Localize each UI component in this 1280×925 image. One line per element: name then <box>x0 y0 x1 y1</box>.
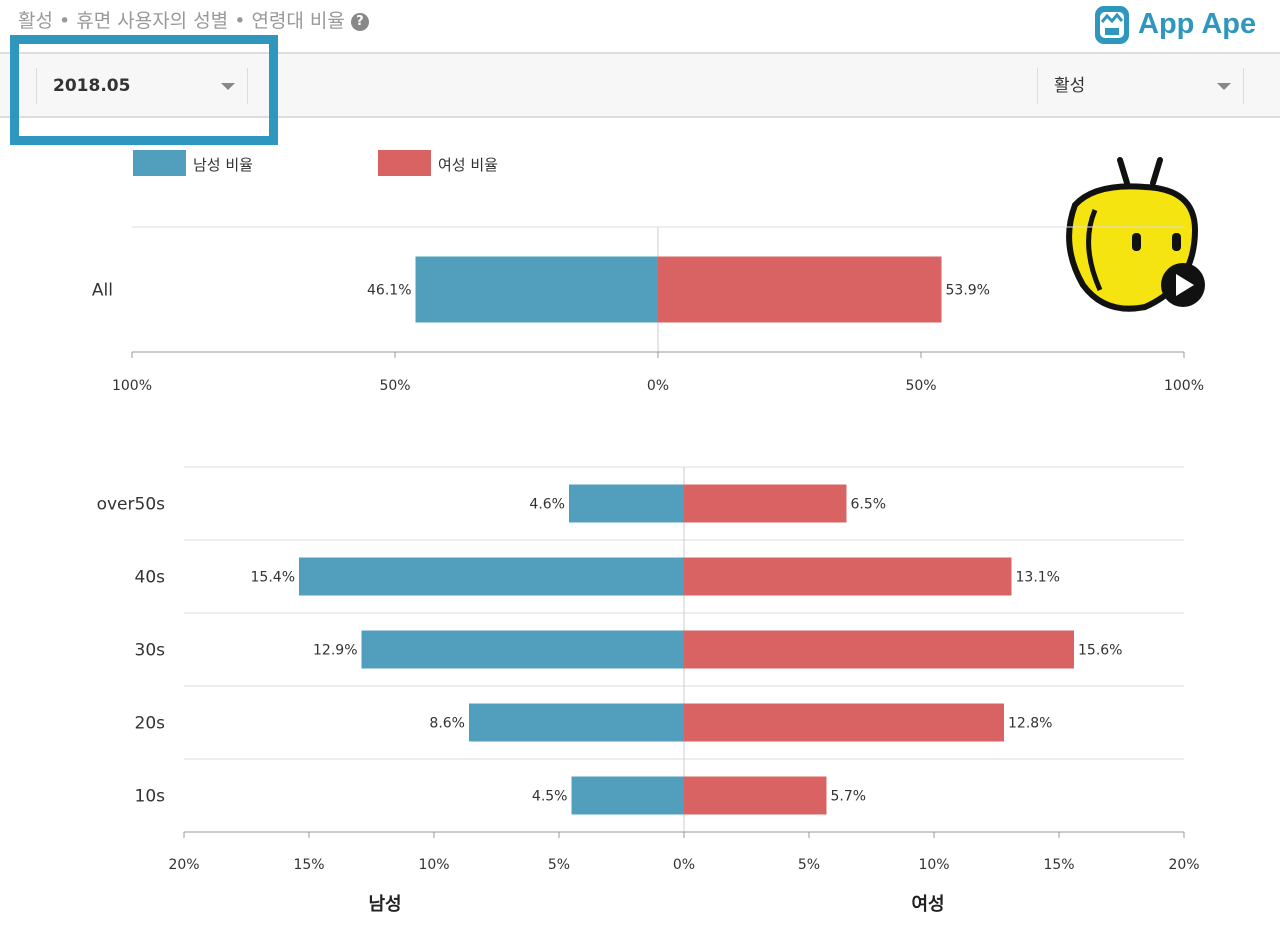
x-tick-label: 0% <box>673 857 695 873</box>
x-axis-label-male: 남성 <box>368 894 401 915</box>
x-tick-label: 15% <box>293 857 324 873</box>
caret-down-icon <box>221 83 235 90</box>
x-tick-label: 5% <box>548 857 570 873</box>
male-bar <box>569 484 684 523</box>
x-tick-label: 15% <box>1043 857 1074 873</box>
male-data-label: 4.5% <box>532 789 568 805</box>
app-ape-logo: App Ape <box>1092 2 1256 46</box>
female-data-label: 13.1% <box>1016 570 1060 586</box>
page-title: 활성 • 휴면 사용자의 성별 • 연령대 비율? <box>18 6 369 33</box>
legend-male-swatch <box>133 150 186 176</box>
category-label: All <box>92 281 113 301</box>
question-circle-icon[interactable]: ? <box>350 13 369 31</box>
mascot-icon <box>1066 157 1205 312</box>
x-tick-label: 50% <box>379 378 410 394</box>
male-bar <box>299 557 684 596</box>
female-bar <box>684 703 1004 742</box>
male-data-label: 8.6% <box>429 716 465 732</box>
male-data-label: 15.4% <box>251 570 295 586</box>
x-tick-label: 0% <box>647 378 669 394</box>
category-label: 40s <box>135 568 166 588</box>
male-bar <box>571 776 684 815</box>
x-tick-label: 5% <box>798 857 820 873</box>
ape-logo-icon <box>1095 6 1129 44</box>
female-bar <box>684 557 1012 596</box>
x-tick-label: 50% <box>905 378 936 394</box>
status-select-value: 활성 <box>1054 76 1086 96</box>
male-bar <box>469 703 684 742</box>
x-tick-label: 100% <box>1164 378 1204 394</box>
category-label: 10s <box>135 787 166 807</box>
toolbar: 2018.05 활성 <box>0 52 1280 118</box>
female-bar <box>658 256 942 323</box>
female-data-label: 6.5% <box>851 497 887 513</box>
legend-female-swatch <box>378 150 431 176</box>
date-select[interactable]: 2018.05 <box>36 68 248 104</box>
x-tick-label: 10% <box>418 857 449 873</box>
category-label: 30s <box>135 641 166 661</box>
female-data-label: 15.6% <box>1078 643 1122 659</box>
female-bar <box>684 776 827 815</box>
female-data-label: 5.7% <box>831 789 867 805</box>
female-data-label: 12.8% <box>1008 716 1052 732</box>
legend-male-label: 남성 비율 <box>193 156 253 174</box>
category-label: 20s <box>135 714 166 734</box>
male-data-label: 46.1% <box>367 283 411 299</box>
x-axis-label-female: 여성 <box>911 894 944 915</box>
male-bar <box>415 256 658 323</box>
status-select[interactable]: 활성 <box>1037 68 1244 104</box>
male-data-label: 4.6% <box>529 497 565 513</box>
female-data-label: 53.9% <box>946 283 990 299</box>
x-tick-label: 20% <box>168 857 199 873</box>
male-data-label: 12.9% <box>313 643 357 659</box>
female-bar <box>684 630 1074 669</box>
legend-female-label: 여성 비율 <box>438 156 498 174</box>
date-select-value: 2018.05 <box>53 76 131 96</box>
x-tick-label: 10% <box>918 857 949 873</box>
x-tick-label: 20% <box>1168 857 1199 873</box>
title-text: 활성 • 휴면 사용자의 성별 • 연령대 비율 <box>18 10 345 32</box>
female-bar <box>684 484 847 523</box>
male-bar <box>361 630 684 669</box>
logo-text: App Ape <box>1138 7 1257 40</box>
x-tick-label: 100% <box>112 378 152 394</box>
category-label: over50s <box>97 495 166 515</box>
caret-down-icon <box>1217 83 1231 90</box>
